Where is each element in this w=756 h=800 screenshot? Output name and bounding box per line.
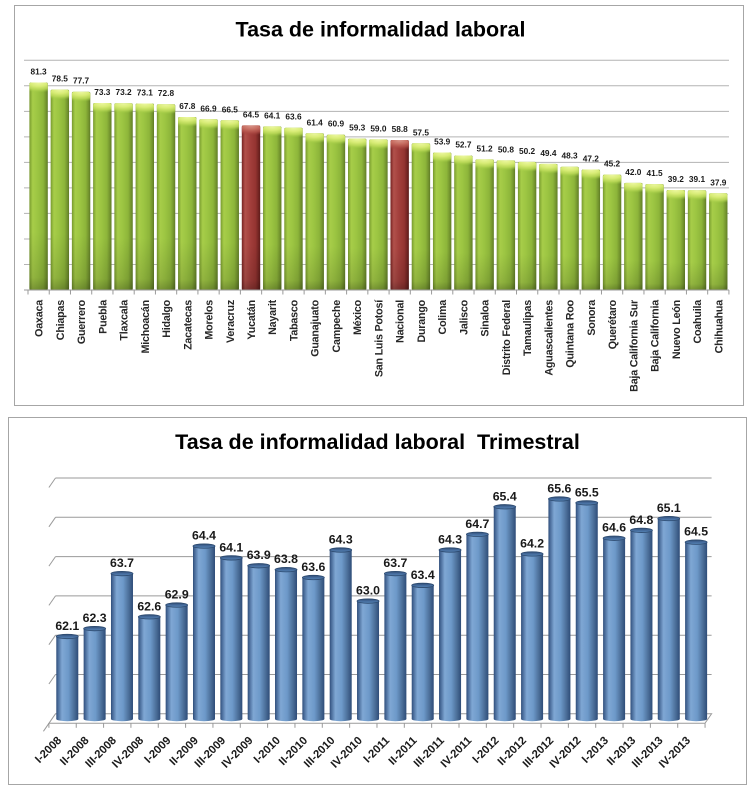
svg-text:59.3: 59.3	[349, 123, 366, 133]
svg-text:Colima: Colima	[437, 299, 449, 335]
svg-text:50.8: 50.8	[498, 144, 515, 154]
svg-text:63.7: 63.7	[383, 556, 407, 570]
svg-text:48.3: 48.3	[562, 151, 579, 161]
svg-text:64.4: 64.4	[192, 529, 216, 543]
svg-text:Tasa de informalidad laboral: Tasa de informalidad laboral	[236, 18, 526, 42]
svg-text:73.1: 73.1	[137, 87, 154, 97]
svg-text:64.8: 64.8	[629, 513, 653, 527]
svg-text:65.4: 65.4	[493, 489, 517, 503]
svg-text:Durango: Durango	[416, 299, 428, 342]
svg-text:63.0: 63.0	[356, 584, 380, 598]
svg-text:42.0: 42.0	[625, 167, 642, 177]
svg-text:63.7: 63.7	[110, 556, 134, 570]
svg-text:41.5: 41.5	[647, 168, 664, 178]
svg-text:Guanajuato: Guanajuato	[310, 299, 322, 356]
svg-text:Coahuila: Coahuila	[692, 299, 704, 344]
svg-text:63.6: 63.6	[285, 112, 302, 122]
svg-text:Baja California Sur: Baja California Sur	[628, 300, 640, 392]
svg-text:Oaxaca: Oaxaca	[34, 299, 46, 337]
svg-text:64.2: 64.2	[520, 536, 544, 550]
svg-text:67.8: 67.8	[179, 101, 196, 111]
svg-text:San Luis Potosí: San Luis Potosí	[373, 299, 385, 377]
svg-text:73.2: 73.2	[116, 87, 133, 97]
svg-text:72.8: 72.8	[158, 88, 175, 98]
svg-text:73.3: 73.3	[94, 87, 111, 97]
svg-text:64.1: 64.1	[219, 540, 243, 554]
svg-text:México: México	[352, 299, 364, 335]
svg-text:39.1: 39.1	[689, 174, 706, 184]
svg-text:50.2: 50.2	[519, 146, 536, 156]
svg-text:Chihuahua: Chihuahua	[713, 299, 725, 354]
svg-text:Aguascalientes: Aguascalientes	[543, 300, 555, 376]
svg-text:Morelos: Morelos	[204, 300, 216, 340]
svg-text:63.4: 63.4	[411, 568, 435, 582]
svg-text:37.9: 37.9	[710, 177, 727, 187]
svg-text:65.1: 65.1	[657, 501, 681, 515]
svg-text:65.6: 65.6	[547, 481, 571, 495]
svg-text:Campeche: Campeche	[331, 300, 343, 353]
svg-text:Nuevo León: Nuevo León	[671, 300, 683, 359]
svg-text:58.8: 58.8	[392, 124, 409, 134]
svg-text:Michoacán: Michoacán	[140, 300, 152, 353]
svg-text:64.7: 64.7	[465, 517, 489, 531]
svg-text:Sinaloa: Sinaloa	[480, 299, 492, 337]
svg-text:59.0: 59.0	[370, 123, 387, 133]
svg-text:45.2: 45.2	[604, 159, 621, 169]
svg-text:64.1: 64.1	[264, 110, 281, 120]
svg-text:78.5: 78.5	[52, 74, 69, 84]
svg-text:Tasa de informalidad laboral: Tasa de informalidad laboral Trimestral	[175, 430, 580, 454]
svg-text:63.9: 63.9	[247, 548, 271, 562]
svg-text:81.3: 81.3	[31, 67, 48, 77]
svg-text:Yucatán: Yucatán	[246, 300, 258, 340]
svg-text:Jalisco: Jalisco	[458, 299, 470, 335]
svg-text:64.3: 64.3	[329, 533, 353, 547]
svg-text:Veracruz: Veracruz	[225, 300, 237, 343]
svg-text:60.9: 60.9	[328, 119, 345, 129]
svg-text:64.3: 64.3	[438, 533, 462, 547]
svg-text:64.5: 64.5	[243, 109, 260, 119]
svg-text:Querétaro: Querétaro	[607, 299, 619, 349]
svg-text:Distrito Federal: Distrito Federal	[501, 300, 513, 375]
svg-text:63.8: 63.8	[274, 552, 298, 566]
svg-text:Tlaxcala: Tlaxcala	[119, 299, 131, 341]
svg-text:52.7: 52.7	[455, 140, 472, 150]
svg-text:53.9: 53.9	[434, 136, 451, 146]
svg-text:57.5: 57.5	[413, 127, 430, 137]
svg-text:39.2: 39.2	[668, 174, 685, 184]
svg-text:Nacional: Nacional	[395, 300, 407, 343]
svg-text:63.6: 63.6	[301, 560, 325, 574]
svg-text:77.7: 77.7	[73, 76, 90, 86]
svg-text:62.6: 62.6	[137, 599, 161, 613]
svg-text:Sonora: Sonora	[586, 299, 598, 336]
svg-text:49.4: 49.4	[540, 148, 557, 158]
svg-text:Hidalgo: Hidalgo	[161, 299, 173, 337]
svg-text:Guerrero: Guerrero	[76, 299, 88, 344]
svg-text:Baja California: Baja California	[650, 299, 662, 372]
svg-text:66.9: 66.9	[200, 103, 217, 113]
svg-text:Zacatecas: Zacatecas	[182, 300, 194, 350]
svg-text:Quintana Roo: Quintana Roo	[565, 299, 577, 367]
svg-text:Puebla: Puebla	[97, 299, 109, 334]
svg-text:47.2: 47.2	[583, 154, 600, 164]
svg-text:Chiapas: Chiapas	[55, 300, 67, 340]
svg-text:61.4: 61.4	[307, 117, 324, 127]
svg-text:62.3: 62.3	[83, 611, 107, 625]
svg-text:Tabasco: Tabasco	[289, 299, 301, 341]
svg-text:51.2: 51.2	[477, 143, 494, 153]
svg-text:65.5: 65.5	[575, 485, 599, 499]
svg-text:62.1: 62.1	[55, 619, 79, 633]
svg-text:64.5: 64.5	[684, 525, 708, 539]
svg-text:64.6: 64.6	[602, 521, 626, 535]
svg-text:Nayarit: Nayarit	[267, 299, 279, 334]
svg-text:66.5: 66.5	[222, 104, 239, 114]
svg-text:Tamaulipas: Tamaulipas	[522, 300, 534, 356]
svg-text:62.9: 62.9	[165, 588, 189, 602]
